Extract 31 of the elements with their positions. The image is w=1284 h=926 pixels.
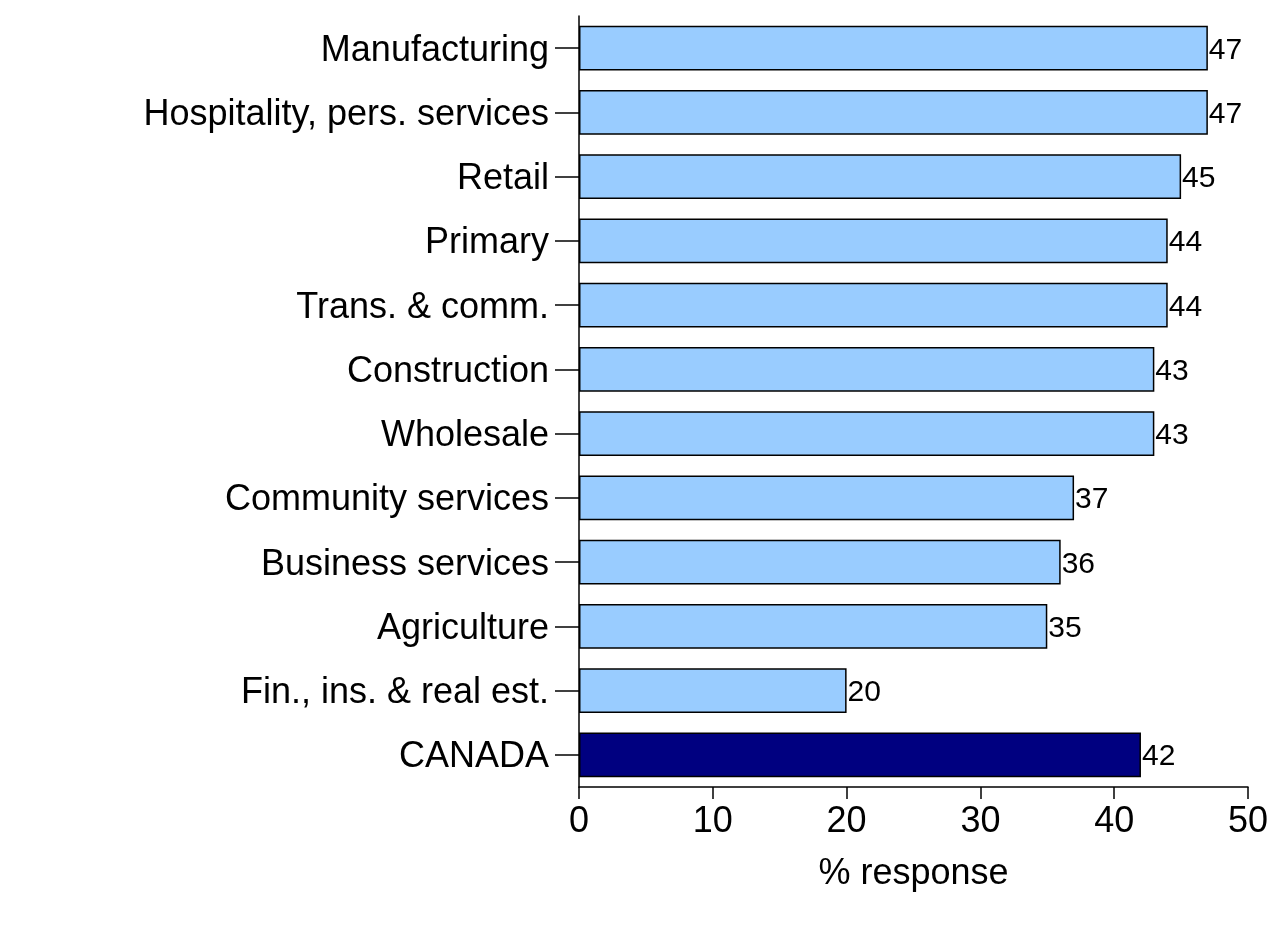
y-tick-label: Manufacturing bbox=[320, 27, 549, 69]
y-tick-label: Trans. & comm. bbox=[296, 284, 549, 326]
x-tick-label: 30 bbox=[960, 798, 1001, 840]
y-tick-label: Business services bbox=[260, 541, 549, 583]
y-tick-label: CANADA bbox=[398, 734, 549, 776]
data-label: 47 bbox=[1208, 95, 1243, 129]
data-label: 44 bbox=[1168, 224, 1203, 258]
y-tick-label: Fin., ins. & real est. bbox=[240, 670, 549, 712]
data-label: 47 bbox=[1208, 31, 1243, 65]
data-label: 20 bbox=[847, 674, 881, 708]
data-label: 35 bbox=[1048, 609, 1082, 643]
y-tick-label: Primary bbox=[425, 220, 549, 262]
y-tick-label: Agriculture bbox=[376, 605, 549, 647]
data-label: 43 bbox=[1155, 417, 1189, 451]
data-label: 37 bbox=[1075, 481, 1109, 515]
x-tick-label: 40 bbox=[1094, 798, 1135, 840]
data-label: 42 bbox=[1141, 738, 1176, 772]
x-tick-label: 0 bbox=[568, 798, 590, 840]
y-tick-label: Hospitality, pers. services bbox=[143, 91, 549, 133]
data-label: 45 bbox=[1182, 160, 1216, 194]
data-label: 44 bbox=[1168, 288, 1203, 322]
data-label: 36 bbox=[1061, 545, 1096, 579]
y-tick-label: Retail bbox=[456, 156, 549, 198]
data-label: 43 bbox=[1155, 352, 1189, 386]
x-tick-label: 50 bbox=[1227, 798, 1269, 840]
y-tick-label: Wholesale bbox=[380, 413, 549, 455]
y-tick-label: Construction bbox=[346, 348, 549, 390]
y-tick-label: Community services bbox=[224, 477, 549, 519]
x-tick-label: 20 bbox=[826, 798, 867, 840]
x-axis-title: % response bbox=[818, 850, 1009, 892]
x-tick-label: 10 bbox=[692, 798, 733, 840]
